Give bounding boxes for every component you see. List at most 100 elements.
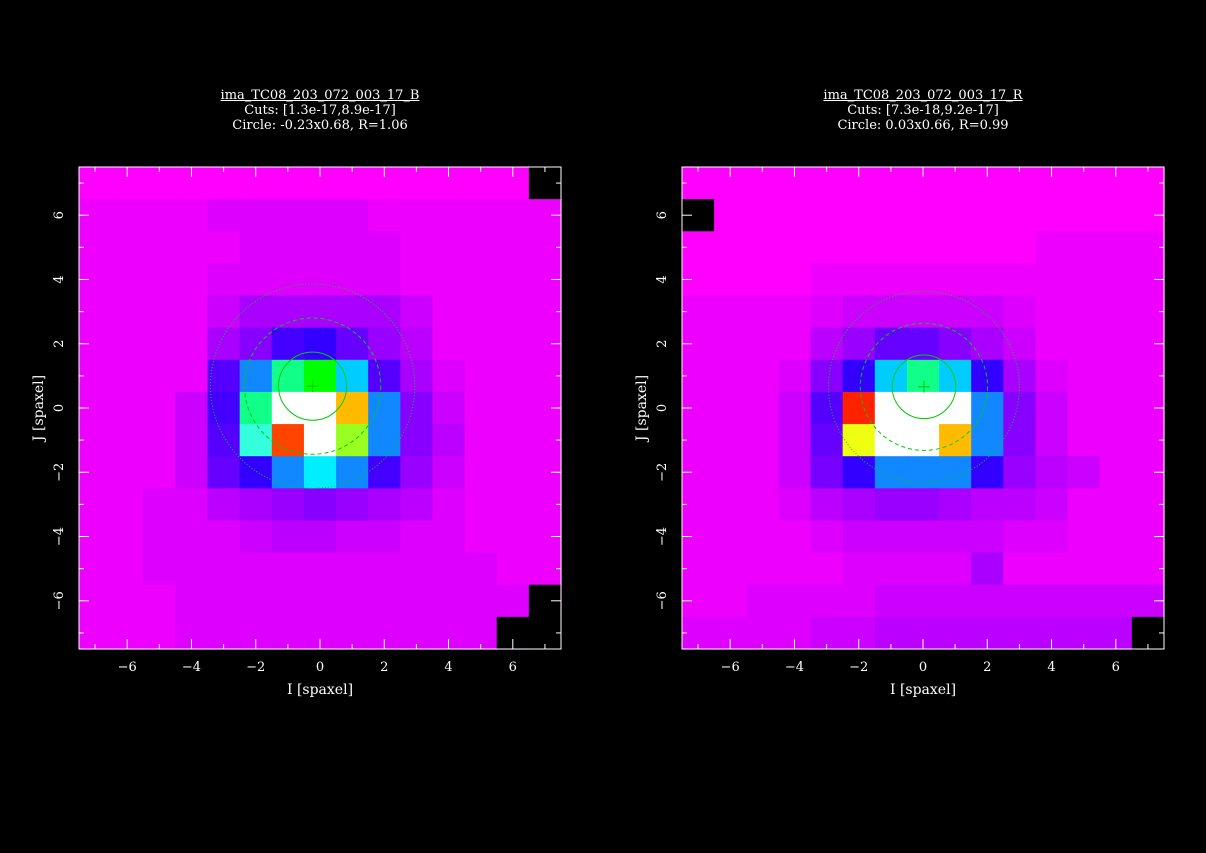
- panel-r-spaxel: [746, 295, 779, 329]
- panel-r-spaxel: [971, 263, 1004, 297]
- panel-r-spaxel: [746, 231, 779, 264]
- panel-r-spaxel: [1067, 552, 1101, 586]
- y-tick-label: 2: [52, 340, 67, 348]
- panel-r-spaxel: [971, 488, 1004, 522]
- x-axis-label: I [spaxel]: [890, 682, 956, 698]
- panel-b-spaxel: [368, 263, 401, 297]
- panel-r-spaxel: [906, 231, 940, 264]
- panel-r-spaxel: [1035, 488, 1069, 522]
- panel-r-spaxel: [874, 391, 908, 425]
- panel-b-spaxel: [336, 327, 369, 361]
- panel-r-spaxel: [746, 552, 779, 586]
- panel-b-spaxel: [464, 456, 498, 489]
- panel-b-spaxel: [239, 520, 273, 554]
- panel-b-spaxel: [239, 263, 273, 297]
- panel-b-spaxel: [207, 488, 241, 522]
- panel-b-spaxel: [207, 424, 241, 457]
- panel-b-spaxel: [111, 488, 144, 522]
- panel-r-spaxel: [874, 424, 908, 457]
- panel-r-spaxel: [906, 552, 940, 586]
- x-tick-label: −2: [246, 660, 265, 675]
- x-tick-label: 0: [919, 660, 927, 675]
- panel-r-spaxel: [1035, 295, 1069, 329]
- panel-r-spaxel: [682, 488, 715, 522]
- panel-b-spaxel: [303, 199, 337, 232]
- panel-r-spaxel: [1099, 263, 1133, 297]
- panel-r-spaxel: [1003, 584, 1037, 618]
- panel-r-spaxel: [906, 391, 940, 425]
- panel-r-spaxel: [971, 327, 1004, 361]
- panel-b-spaxel: [336, 391, 369, 425]
- panel-b-spaxel: [239, 231, 273, 264]
- panel-b-spaxel: [368, 231, 401, 264]
- panel-b-spaxel: [368, 456, 401, 489]
- panel-r-spaxel: [714, 552, 747, 586]
- panel-b-spaxel: [239, 199, 273, 232]
- x-tick-label: 2: [983, 660, 991, 675]
- panel-b-spaxel: [207, 167, 241, 200]
- panel-b-spaxel: [432, 456, 466, 489]
- panel-r-spaxel: [714, 295, 747, 329]
- panel-r-spaxel: [714, 327, 747, 361]
- panel-b-spaxel: [271, 552, 305, 586]
- panel-b-circle-2r: [243, 317, 382, 455]
- panel-r-spaxel: [1003, 391, 1037, 425]
- panel-r-spaxel: [906, 456, 940, 489]
- y-tick-label: 0: [655, 404, 670, 412]
- panel-b-spaxel: [464, 263, 498, 297]
- panel-b-spaxel: [175, 391, 209, 425]
- panel-b-spaxel: [111, 231, 144, 264]
- panel-r-spaxel: [778, 520, 812, 554]
- panel-b-spaxel: [143, 584, 176, 618]
- panel-b-spaxel: [496, 520, 530, 554]
- panel-b-spaxel: [207, 520, 241, 554]
- panel-b-spaxel: [111, 456, 144, 489]
- panel-b-spaxel: [400, 488, 434, 522]
- panel-b-spaxel: [303, 520, 337, 554]
- panel-r-spaxel: [1035, 263, 1069, 297]
- panel-b-spaxel: [239, 584, 273, 618]
- panel-r-spaxel: [842, 231, 876, 264]
- panel-b-spaxel: [111, 359, 144, 393]
- panel-r-spaxel: [682, 231, 715, 264]
- panel-r-spaxel: [682, 167, 715, 200]
- panel-b-spaxel: [336, 263, 369, 297]
- panel-r-circle-label: Circle: 0.03x0.66, R=0.99: [837, 118, 1009, 133]
- panel-b-spaxel: [400, 295, 434, 329]
- panel-r-spaxel: [971, 456, 1004, 489]
- panel-r-spaxel: [810, 424, 844, 457]
- panel-r-spaxel: [810, 456, 844, 489]
- panel-r-spaxel: [874, 456, 908, 489]
- panel-b-spaxel: [464, 327, 498, 361]
- panel-r-spaxel: [746, 488, 779, 522]
- panel-r-spaxel: [1099, 295, 1133, 329]
- panel-b-spaxel: [464, 391, 498, 425]
- panel-b-cuts: Cuts: [1.3e-17,8.9e-17]: [244, 103, 396, 118]
- panel-r-spaxel: [714, 424, 747, 457]
- panel-r-spaxel: [1003, 456, 1037, 489]
- panel-b-circle-3r: [209, 283, 416, 489]
- panel-r-spaxel: [1003, 327, 1037, 361]
- panel-r-spaxel: [1035, 359, 1069, 393]
- panel-r-spaxel: [746, 327, 779, 361]
- y-axis-label: J [spaxel]: [31, 375, 47, 443]
- panel-r-spaxel: [1067, 327, 1101, 361]
- panel-r-spaxel: [906, 199, 940, 232]
- panel-b-spaxel: [400, 456, 434, 489]
- panel-r-spaxel: [906, 295, 940, 329]
- panel-b-spaxel: [432, 552, 466, 586]
- panel-b-spaxel: [79, 231, 112, 264]
- panel-r-spaxel: [778, 359, 812, 393]
- panel-b-spaxel: [207, 391, 241, 425]
- panel-b-spaxel: [79, 167, 112, 200]
- panel-r-spaxel: [1003, 167, 1037, 200]
- panel-b-spaxel: [239, 391, 273, 425]
- panel-r-spaxel: [714, 199, 747, 232]
- panel-b-spaxel: [303, 231, 337, 264]
- panel-b-spaxel: [400, 263, 434, 297]
- panel-b-spaxel: [271, 295, 305, 329]
- panel-r-spaxel: [842, 359, 876, 393]
- panel-b-spaxel: [336, 199, 369, 232]
- panel-r-spaxel: [874, 488, 908, 522]
- panel-r-spaxel: [714, 520, 747, 554]
